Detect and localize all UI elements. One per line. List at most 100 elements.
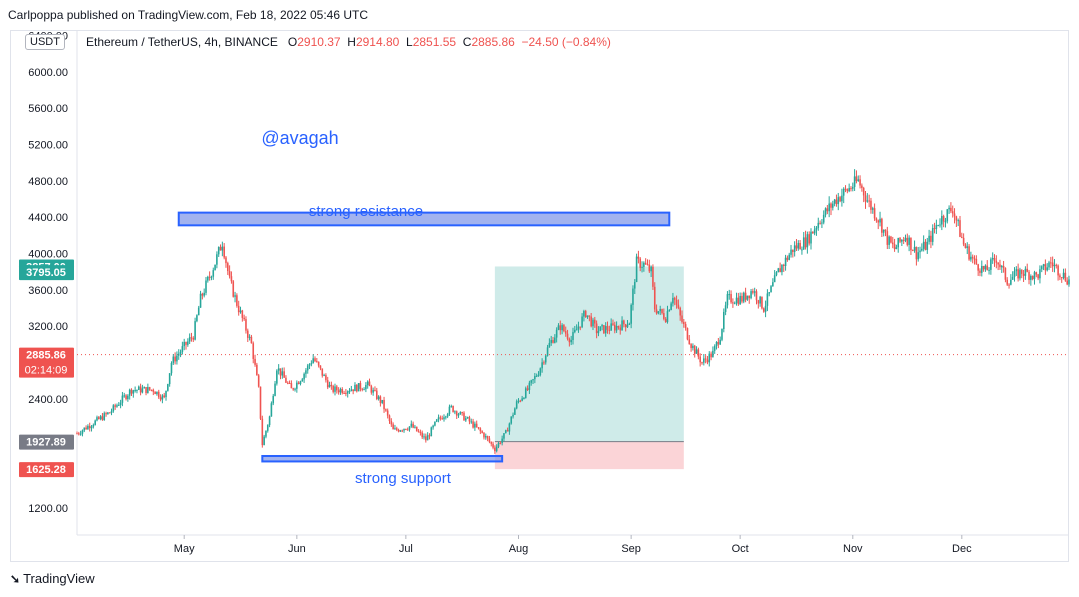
candle-body — [495, 446, 498, 452]
candle-body — [659, 309, 662, 312]
candle-body — [951, 211, 954, 214]
candle-body — [85, 427, 87, 430]
candle-body — [163, 395, 166, 398]
candle-body — [851, 186, 854, 189]
candle-body — [895, 247, 898, 250]
candle-body — [210, 276, 213, 278]
candle-body — [828, 203, 830, 212]
stop-price-tag: 1625.28 — [26, 464, 66, 476]
candle-body — [332, 386, 334, 392]
candle-body — [772, 282, 774, 287]
candle-body — [290, 383, 293, 389]
candle-body — [1068, 279, 1070, 285]
candle-body — [79, 433, 82, 435]
candle-body — [319, 365, 322, 369]
candle-body — [679, 307, 681, 316]
candle-body — [617, 326, 620, 328]
candle-body — [219, 247, 222, 251]
candle-body — [257, 375, 260, 387]
candle-body — [613, 324, 616, 331]
candle-body — [1039, 269, 1041, 279]
candle-body — [1019, 269, 1021, 279]
candle-body — [161, 395, 164, 400]
candle-body — [179, 351, 182, 354]
candle-body — [343, 392, 345, 394]
candle-body — [523, 397, 525, 399]
candle-body — [759, 296, 761, 304]
candle-body — [350, 389, 353, 392]
candle-body — [893, 244, 896, 250]
candle-body — [323, 375, 325, 377]
candle-body — [628, 323, 631, 325]
candle-body — [377, 396, 380, 400]
candle-body — [208, 276, 211, 278]
candle-body — [170, 362, 173, 374]
candle-body — [334, 386, 336, 392]
candle-body — [668, 309, 671, 312]
candle-body — [792, 249, 794, 253]
candle-body — [250, 336, 253, 344]
candle-body — [692, 345, 694, 349]
candle-body — [953, 213, 956, 217]
candle-body — [214, 264, 216, 271]
candle-body — [624, 324, 627, 328]
candle-body — [410, 423, 413, 427]
ohlc-legend: Ethereum / TetherUS, 4h, BINANCE O2910.3… — [86, 35, 611, 49]
candle-body — [432, 425, 434, 428]
chart-zones — [77, 266, 1069, 470]
candle-body — [970, 256, 972, 260]
candle-body — [1040, 266, 1043, 270]
candle-body — [886, 231, 889, 245]
candle-body — [644, 262, 647, 265]
footer[interactable]: ➘ TradingView — [10, 571, 95, 586]
candle-body — [524, 388, 527, 398]
candle-body — [1053, 264, 1056, 267]
candle-body — [971, 256, 974, 259]
candle-body — [555, 329, 558, 338]
candle-body — [368, 381, 371, 387]
candle-body — [457, 414, 460, 416]
candle-body — [984, 265, 987, 270]
candle-body — [975, 258, 978, 265]
candle-body — [955, 216, 958, 221]
candle-body — [837, 197, 840, 205]
candle-body — [361, 388, 364, 390]
candle-body — [873, 208, 876, 219]
symbol-title[interactable]: Ethereum / TetherUS, 4h, BINANCE — [86, 35, 278, 49]
candle-body — [757, 300, 760, 304]
candle-body — [891, 242, 894, 245]
candle-body — [425, 436, 427, 441]
candle-body — [168, 373, 171, 385]
candle-body — [1013, 271, 1016, 277]
candle-body — [154, 391, 156, 395]
candle-body — [370, 386, 373, 393]
candle-body — [437, 417, 440, 420]
candle-body — [285, 377, 287, 383]
candle-body — [103, 413, 106, 420]
candle-body — [127, 395, 129, 400]
candle-body — [359, 383, 362, 389]
candle-body — [419, 431, 422, 433]
candle-body — [993, 257, 996, 261]
candle-body — [107, 412, 109, 414]
low-value: 2851.55 — [412, 35, 457, 49]
candle-body — [703, 358, 705, 363]
candle-body — [842, 188, 845, 196]
candle-body — [652, 266, 654, 287]
candle-body — [921, 248, 923, 251]
candle-body — [452, 405, 454, 412]
candle-body — [1010, 279, 1012, 285]
candle-body — [101, 416, 104, 420]
candle-body — [435, 419, 438, 422]
candle-body — [515, 401, 518, 409]
candle-body — [157, 391, 160, 398]
candle-body — [911, 250, 914, 252]
candle-body — [281, 371, 284, 376]
candle-body — [386, 410, 389, 416]
candle-body — [92, 424, 95, 427]
candle-body — [824, 208, 827, 215]
candle-body — [417, 431, 420, 433]
currency-button[interactable]: USDT — [25, 34, 65, 50]
candle-body — [606, 326, 609, 330]
